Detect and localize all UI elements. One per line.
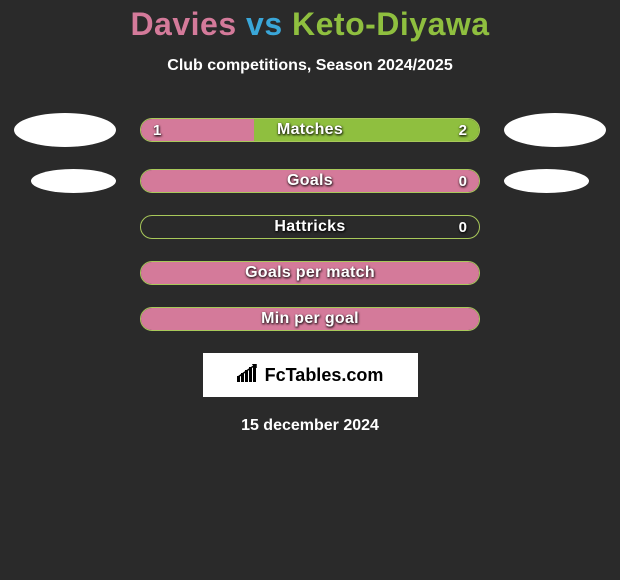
stat-label: Min per goal	[141, 308, 479, 330]
stat-row: Min per goal	[0, 307, 620, 331]
stat-bar: 0Hattricks	[140, 215, 480, 239]
stat-row: Goals per match	[0, 261, 620, 285]
subtitle: Club competitions, Season 2024/2025	[0, 57, 620, 75]
stat-label: Matches	[141, 119, 479, 141]
stat-label: Goals	[141, 170, 479, 192]
stat-row: 0Goals	[0, 169, 620, 193]
player2-oval	[504, 169, 589, 193]
stat-bar: Goals per match	[140, 261, 480, 285]
stat-row: 0Hattricks	[0, 215, 620, 239]
stats-list: 12Matches 0Goals 0Hattricks Goals per match…	[0, 113, 620, 331]
player1-oval	[14, 113, 116, 147]
stat-label: Goals per match	[141, 262, 479, 284]
logo-box: FcTables.com	[203, 353, 418, 397]
stat-bar: 12Matches	[140, 118, 480, 142]
comparison-chart: Davies vs Keto-Diyawa Club competitions,…	[0, 0, 620, 435]
stat-bar: Min per goal	[140, 307, 480, 331]
bars-icon	[237, 364, 259, 387]
player2-oval	[504, 113, 606, 147]
player1-oval	[31, 169, 116, 193]
logo: FcTables.com	[237, 364, 384, 387]
page-title: Davies vs Keto-Diyawa	[0, 6, 620, 43]
stat-label: Hattricks	[141, 216, 479, 238]
title-player2: Keto-Diyawa	[292, 6, 490, 42]
stat-row: 12Matches	[0, 113, 620, 147]
title-vs: vs	[237, 6, 292, 42]
date-label: 15 december 2024	[0, 417, 620, 435]
logo-text: FcTables.com	[265, 365, 384, 386]
title-player1: Davies	[130, 6, 236, 42]
stat-bar: 0Goals	[140, 169, 480, 193]
